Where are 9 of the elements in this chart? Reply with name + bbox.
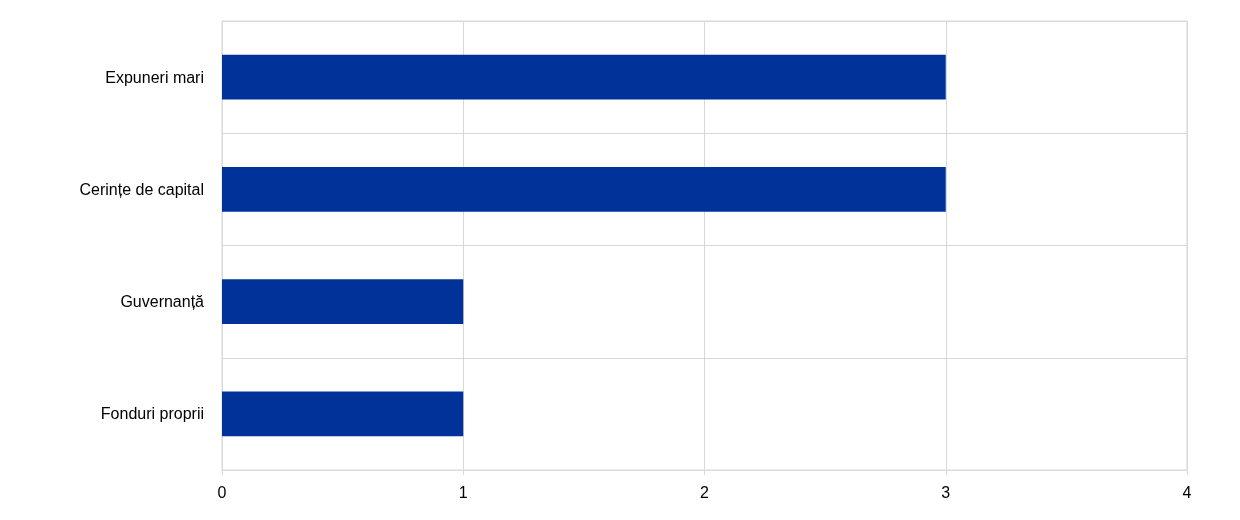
- x-tick-label: 0: [217, 483, 227, 501]
- y-tick-label: Guvernanță: [120, 293, 205, 311]
- y-tick-label: Fonduri proprii: [100, 405, 204, 423]
- x-tick-label: 4: [1182, 483, 1192, 501]
- x-tick-label: 1: [458, 483, 468, 501]
- y-tick-label: Expuneri mari: [105, 68, 204, 86]
- y-tick-label: Cerințe de capital: [79, 180, 204, 198]
- x-tick-label: 2: [700, 483, 710, 501]
- x-tick-label: 3: [941, 483, 951, 501]
